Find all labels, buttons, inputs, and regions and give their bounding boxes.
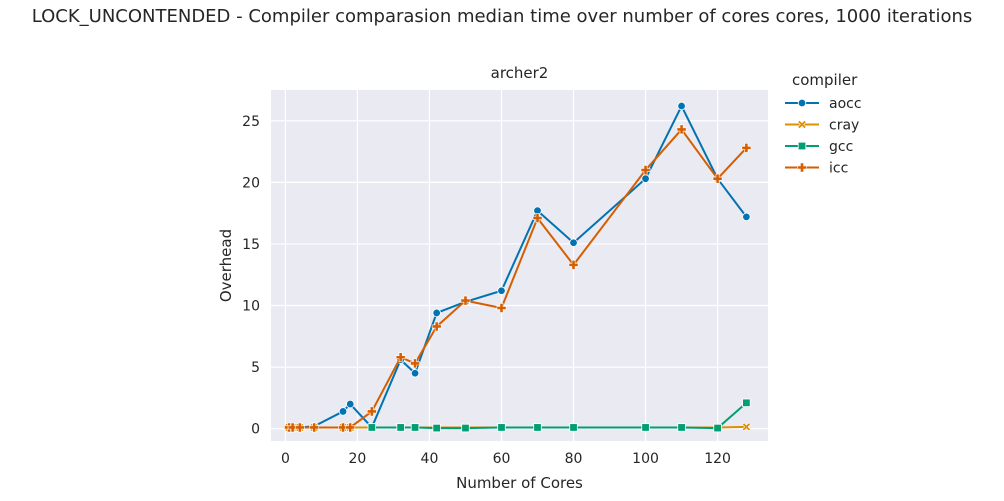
y-tick-labels: 0 5 10 15 20 25 — [242, 114, 260, 438]
data-point-aocc — [410, 369, 420, 378]
x-tick-label: 80 — [565, 451, 583, 467]
legend-label: gcc — [829, 139, 853, 155]
data-point-icc — [294, 422, 305, 433]
data-point-gcc — [396, 423, 405, 432]
legend-label: aocc — [829, 96, 862, 112]
data-point-icc — [741, 143, 752, 153]
data-point-gcc — [367, 423, 377, 432]
data-point-aocc — [641, 174, 650, 183]
data-point-icc — [640, 165, 651, 175]
data-point-icc — [568, 260, 579, 270]
x-tick-label: 60 — [493, 451, 511, 467]
data-point-gcc — [533, 423, 542, 432]
data-point-icc — [287, 422, 298, 433]
data-point-icc — [676, 124, 687, 135]
x-axis-label: Number of Cores — [456, 474, 583, 492]
legend-item-cray: cray — [785, 118, 859, 134]
legend-item-aocc: aocc — [785, 96, 862, 112]
series-group — [284, 101, 752, 433]
data-point-icc — [712, 173, 723, 184]
chart-subtitle: archer2 — [491, 64, 549, 82]
x-tick-label: 40 — [421, 451, 439, 467]
x-tick-label: 0 — [281, 451, 290, 467]
y-tick-label: 20 — [242, 175, 260, 191]
data-point-icc — [366, 406, 377, 417]
data-point-gcc — [677, 423, 686, 432]
y-tick-label: 5 — [251, 360, 260, 376]
data-point-aocc — [742, 212, 751, 222]
page-title: LOCK_UNCONTENDED - Compiler comparasion … — [31, 6, 973, 27]
legend-label: cray — [829, 118, 859, 134]
data-point-icc — [431, 321, 442, 332]
x-tick-labels: 0 20 40 60 80 100 120 — [281, 451, 731, 467]
legend-label: icc — [829, 161, 848, 177]
y-tick-label: 15 — [242, 237, 260, 253]
legend-marker-gcc — [797, 141, 807, 151]
legend-title: compiler — [792, 71, 858, 89]
data-point-gcc — [641, 423, 650, 432]
data-point-aocc — [497, 286, 506, 295]
data-point-icc — [338, 422, 348, 433]
data-point-icc — [460, 295, 471, 306]
data-point-gcc — [461, 423, 470, 433]
data-point-gcc — [742, 398, 751, 408]
data-point-icc — [410, 358, 420, 369]
y-tick-label: 10 — [242, 299, 260, 315]
series-icc — [284, 124, 752, 433]
series-gcc — [367, 398, 751, 433]
legend-marker-aocc — [797, 98, 807, 108]
data-point-aocc — [569, 238, 578, 247]
y-axis-label: Overhead — [217, 229, 235, 302]
data-point-aocc — [338, 407, 348, 416]
y-tick-label: 25 — [242, 114, 260, 130]
legend-item-icc: icc — [785, 161, 848, 177]
legend-marker-icc — [797, 162, 807, 173]
data-point-gcc — [432, 423, 441, 433]
data-point-gcc — [569, 423, 578, 432]
y-tick-label: 0 — [251, 422, 260, 438]
data-point-cray — [741, 422, 751, 432]
data-point-aocc — [346, 399, 355, 409]
data-point-icc — [532, 213, 543, 223]
data-point-icc — [496, 303, 507, 313]
data-point-gcc — [713, 423, 722, 433]
legend: compiler aocc cray gcc icc — [785, 71, 862, 177]
data-point-gcc — [410, 423, 420, 432]
data-point-icc — [345, 422, 356, 433]
legend-item-gcc: gcc — [785, 139, 853, 155]
legend-marker-cray — [797, 119, 807, 130]
data-point-gcc — [497, 423, 506, 432]
x-tick-label: 20 — [349, 451, 367, 467]
data-point-aocc — [432, 308, 441, 318]
data-point-icc — [395, 352, 406, 363]
x-tick-label: 120 — [704, 451, 731, 467]
x-tick-label: 100 — [632, 451, 659, 467]
data-point-aocc — [677, 101, 686, 111]
data-point-icc — [309, 422, 320, 433]
